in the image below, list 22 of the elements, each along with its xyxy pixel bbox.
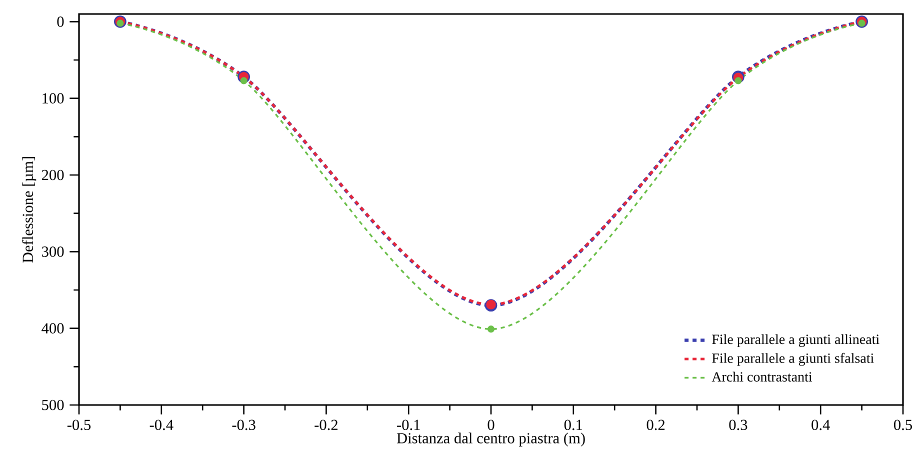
x-tick-label: -0.5 bbox=[67, 420, 91, 430]
y-tick-label: 200 bbox=[42, 170, 64, 180]
x-axis-title: Distanza dal centro piastra (m) bbox=[396, 432, 585, 447]
x-tick-label: -0.1 bbox=[397, 420, 420, 430]
legend-label: Archi contrastanti bbox=[712, 372, 812, 382]
x-tick-label: 0 bbox=[488, 420, 494, 430]
x-tick-label: 0.2 bbox=[646, 420, 665, 430]
x-tick-label: -0.3 bbox=[232, 420, 256, 430]
x-tick-label: 0.3 bbox=[729, 420, 748, 430]
y-tick-label: 500 bbox=[42, 400, 64, 410]
y-axis-title: Deflessione [µm] bbox=[22, 157, 36, 263]
x-tick-label: -0.2 bbox=[314, 420, 338, 430]
y-tick-label: 0 bbox=[57, 16, 64, 27]
x-tick-label: 0.5 bbox=[894, 420, 912, 430]
y-tick-label: 300 bbox=[42, 246, 64, 257]
x-tick-label: 0.4 bbox=[812, 420, 830, 430]
legend-label: File parallele a giunti sfalsati bbox=[712, 352, 874, 366]
x-tick-label: 0.1 bbox=[564, 420, 582, 430]
y-tick-label: 400 bbox=[42, 323, 64, 334]
legend-label: File parallele a giunti allineati bbox=[712, 334, 880, 347]
x-tick-label: -0.4 bbox=[150, 420, 174, 430]
y-tick-label: 100 bbox=[42, 93, 64, 104]
